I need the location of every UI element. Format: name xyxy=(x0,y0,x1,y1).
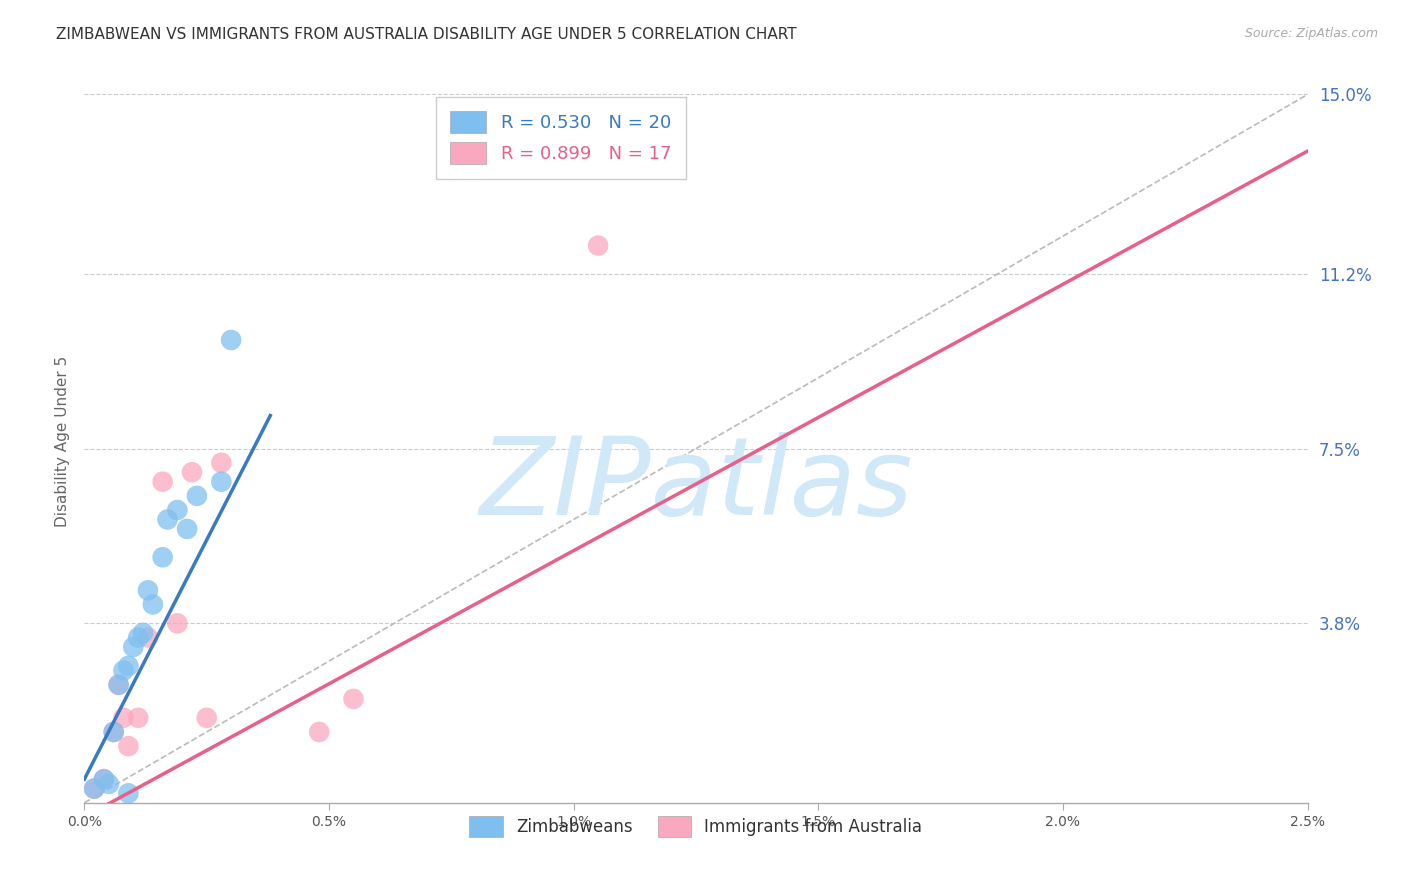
Point xyxy=(209,475,232,489)
Point xyxy=(83,781,105,796)
Point xyxy=(176,522,198,536)
Point xyxy=(166,616,188,631)
Point xyxy=(127,711,149,725)
Text: ZIMBABWEAN VS IMMIGRANTS FROM AUSTRALIA DISABILITY AGE UNDER 5 CORRELATION CHART: ZIMBABWEAN VS IMMIGRANTS FROM AUSTRALIA … xyxy=(56,27,797,42)
Point xyxy=(97,777,120,791)
Point xyxy=(122,640,145,654)
Point xyxy=(107,678,129,692)
Point xyxy=(209,456,232,470)
Point xyxy=(117,739,139,753)
Point xyxy=(186,489,208,503)
Point xyxy=(112,664,135,678)
Text: ZIPatlas: ZIPatlas xyxy=(479,433,912,537)
Point xyxy=(93,772,115,787)
Point xyxy=(342,692,364,706)
Point xyxy=(156,512,179,526)
Point xyxy=(132,625,155,640)
Point xyxy=(117,786,139,800)
Point xyxy=(621,158,644,172)
Point xyxy=(112,711,135,725)
Point xyxy=(136,583,159,598)
Y-axis label: Disability Age Under 5: Disability Age Under 5 xyxy=(55,356,70,527)
Text: Source: ZipAtlas.com: Source: ZipAtlas.com xyxy=(1244,27,1378,40)
Point xyxy=(181,465,204,479)
Point xyxy=(166,503,188,517)
Point xyxy=(219,333,242,347)
Point xyxy=(195,711,218,725)
Point xyxy=(586,238,609,252)
Point xyxy=(152,475,174,489)
Point xyxy=(93,772,115,787)
Point xyxy=(117,658,139,673)
Point xyxy=(142,598,165,612)
Point xyxy=(136,631,159,645)
Point xyxy=(103,725,125,739)
Point xyxy=(127,631,149,645)
Legend: Zimbabweans, Immigrants from Australia: Zimbabweans, Immigrants from Australia xyxy=(461,808,931,845)
Point xyxy=(107,678,129,692)
Point xyxy=(152,550,174,565)
Point xyxy=(83,781,105,796)
Point xyxy=(103,725,125,739)
Point xyxy=(308,725,330,739)
